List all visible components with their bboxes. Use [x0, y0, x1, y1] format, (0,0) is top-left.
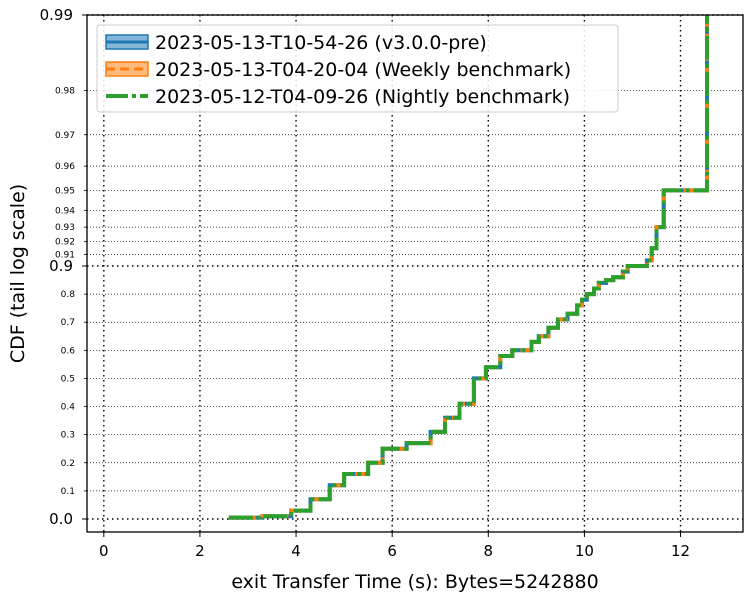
- y-axis-ticks: 0.0 0.9 0.99 0.1 0.2 0.3 0.4 0.5 0.6 0.7 0.8 0.91 0.…: [40, 6, 87, 528]
- x-tick-label: 8: [484, 542, 494, 560]
- plot-frame: [86, 14, 744, 533]
- y-major-tick-label: 0.99: [40, 6, 73, 24]
- x-tick-label: 0: [99, 542, 109, 560]
- x-tick-label: 2: [195, 542, 205, 560]
- y-minor-tick-label: 0.6: [61, 346, 76, 356]
- y-minor-tick-label: 0.3: [61, 431, 75, 441]
- y-major-tick-label: 0.9: [49, 257, 73, 275]
- y-minor-tick-label: 0.1: [61, 487, 75, 497]
- x-tick-label: 10: [575, 542, 594, 560]
- series-lines: [228, 15, 709, 520]
- y-minor-tick-label: 0.92: [55, 238, 75, 248]
- legend-entry-label: 2023-05-13-T10-54-26 (v3.0.0-pre): [155, 32, 487, 54]
- x-tick-label: 6: [387, 542, 397, 560]
- legend-box: [96, 24, 619, 113]
- y-minor-tick-label: 0.94: [55, 206, 75, 216]
- series-line-nightly: [228, 15, 709, 520]
- y-minor-tick-label: 0.93: [55, 223, 75, 233]
- x-tick-label: 12: [671, 542, 690, 560]
- y-minor-tick-label: 0.4: [61, 403, 76, 413]
- x-axis-ticks: 0 2 4 6 8 10 12: [99, 532, 690, 560]
- y-minor-tick-label: 0.7: [61, 318, 75, 328]
- y-minor-tick-label: 0.8: [61, 290, 76, 300]
- y-minor-tick-label: 0.96: [55, 162, 75, 172]
- y-minor-tick-label: 0.98: [55, 87, 75, 97]
- y-axis-label: CDF (tail log scale): [7, 184, 29, 363]
- legend-entry-label: 2023-05-13-T04-20-04 (Weekly benchmark): [155, 59, 571, 81]
- x-axis-label: exit Transfer Time (s): Bytes=5242880: [231, 571, 598, 593]
- legend-entry-label: 2023-05-12-T04-09-26 (Nightly benchmark): [155, 86, 570, 108]
- y-minor-tick-label: 0.91: [55, 251, 75, 261]
- y-minor-tick-label: 0.97: [55, 131, 75, 141]
- legend: 2023-05-13-T10-54-26 (v3.0.0-pre) 2023-05…: [96, 24, 619, 113]
- x-tick-label: 4: [291, 542, 301, 560]
- y-minor-tick-label: 0.2: [61, 459, 75, 469]
- y-major-tick-label: 0.0: [49, 510, 73, 528]
- y-minor-tick-label: 0.95: [55, 186, 75, 196]
- y-minor-tick-label: 0.5: [61, 374, 75, 384]
